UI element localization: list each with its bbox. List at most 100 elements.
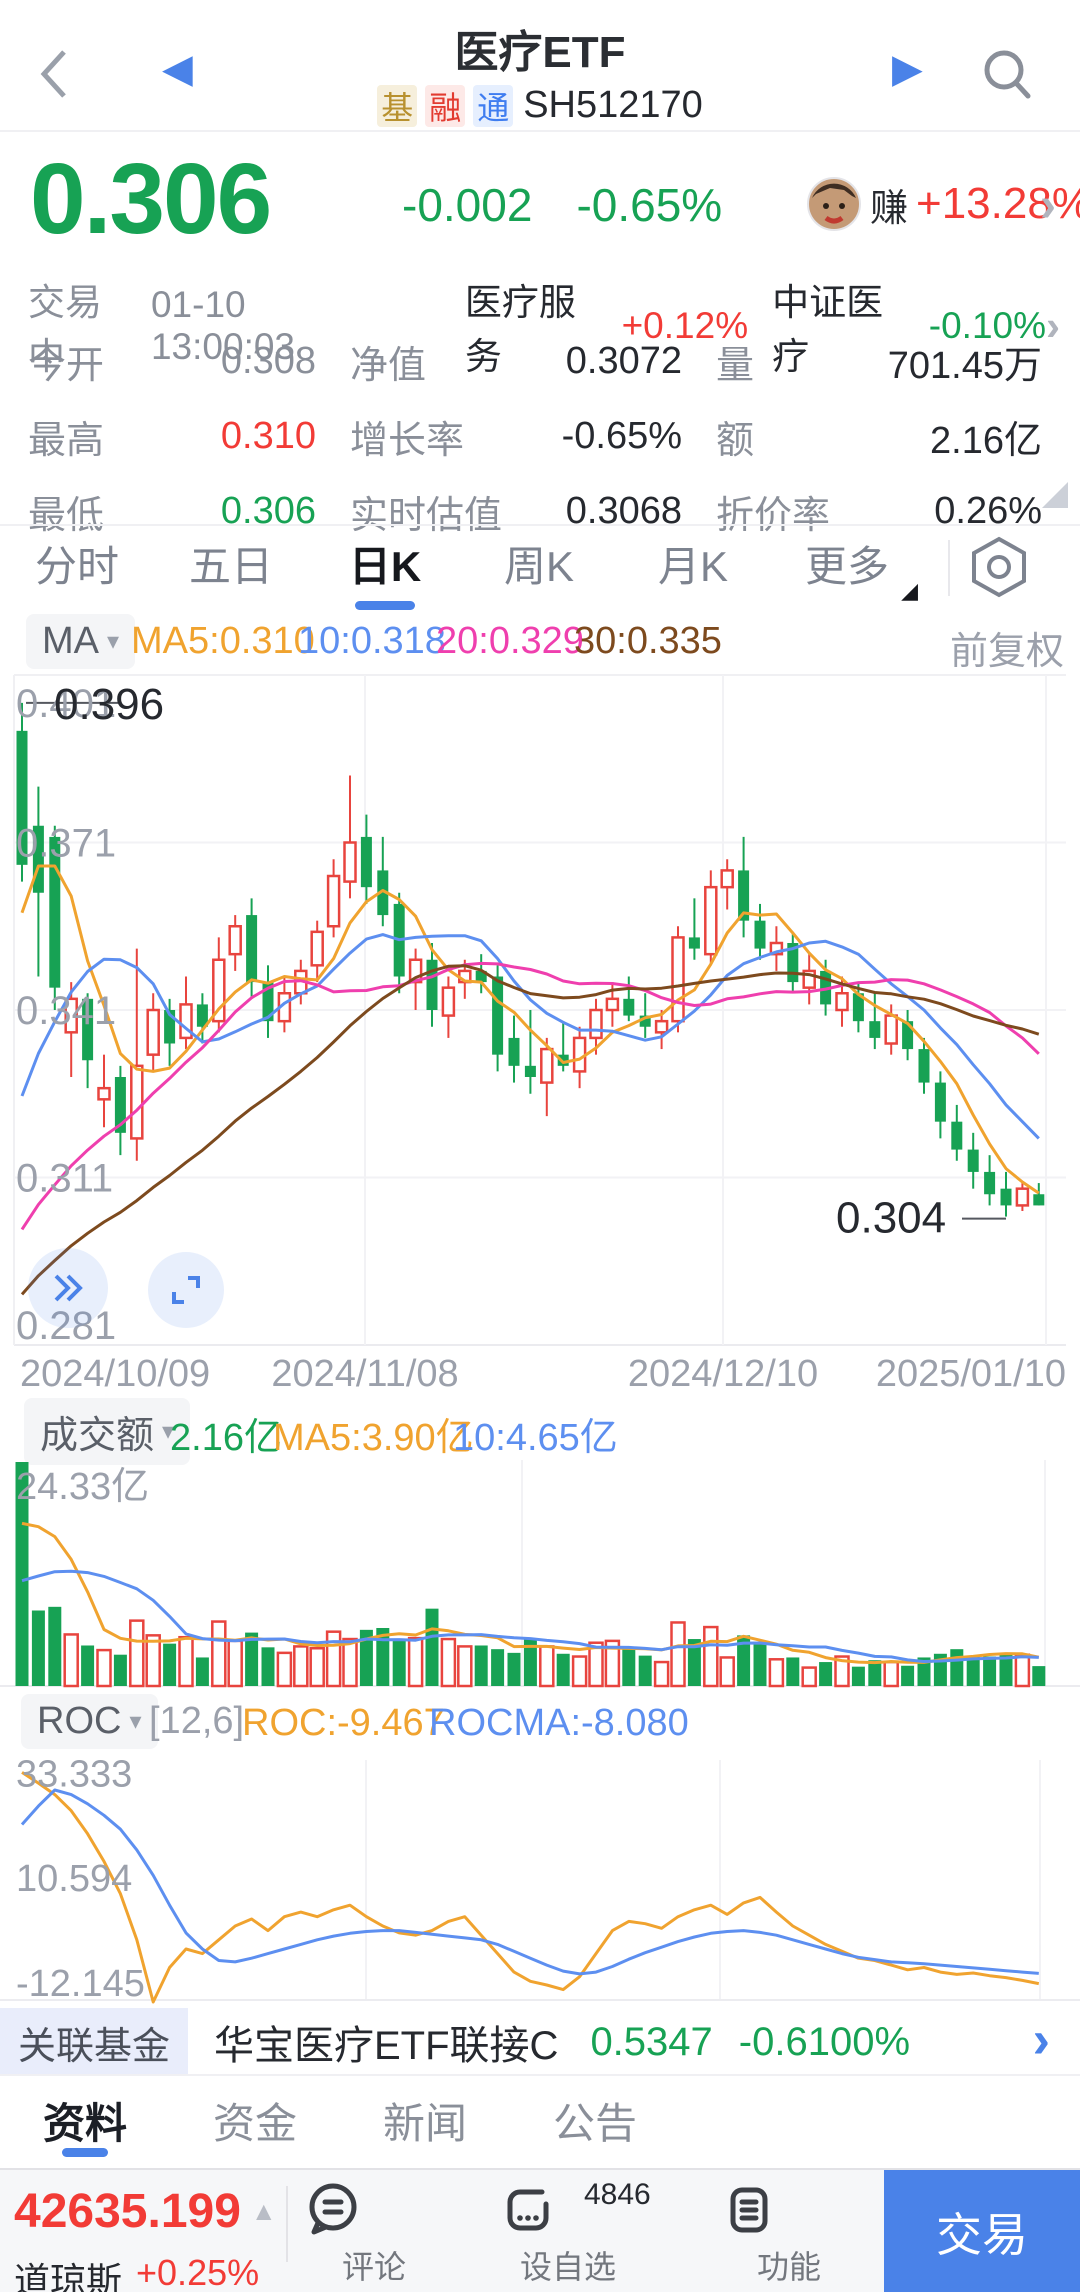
price-change: -0.002 -0.65%: [402, 178, 722, 232]
chevron-down-icon: ▾: [107, 628, 120, 655]
roc-chart[interactable]: 33.333 10.594 -12.145: [0, 1755, 1080, 2005]
more-caret-icon: ◢: [901, 578, 918, 603]
tab-五日[interactable]: 五日: [188, 543, 273, 590]
info-tab-新闻[interactable]: 新闻: [382, 2099, 467, 2147]
stat-item: 额 2.16亿: [716, 409, 1042, 464]
legend-item: 30:0.335: [574, 620, 722, 662]
linked-fund-name: 华宝医疗ETF联接C: [214, 2024, 559, 2068]
tab-indicator: [355, 601, 415, 610]
avatar: [807, 177, 861, 231]
stats-grid: 今开 0.308 净值 0.3072 量 701.45万 最高 0.310 增长率 -0.65% 额…: [28, 334, 1042, 539]
action-评论[interactable]: 评论: [304, 2180, 444, 2288]
linked-fund-chevron-icon[interactable]: ›: [1032, 2011, 1050, 2069]
linked-fund-row[interactable]: 关联基金 华宝医疗ETF联接C 0.5347 -0.6100% ›: [0, 2008, 1080, 2076]
profit-chevron-icon[interactable]: ›: [1040, 179, 1056, 232]
comment-icon: [304, 2180, 444, 2238]
linked-fund-nav: 0.5347: [590, 2019, 713, 2064]
svg-text:2024/12/10: 2024/12/10: [628, 1353, 818, 1395]
index-quote[interactable]: 42635.199 ▲: [14, 2184, 277, 2239]
svg-text:24.33亿: 24.33亿: [16, 1466, 149, 1508]
svg-text:0.396: 0.396: [54, 680, 164, 729]
prev-stock-icon[interactable]: ◀: [162, 47, 193, 91]
svg-text:0.371: 0.371: [16, 822, 116, 866]
chevron-down-icon: ▾: [129, 1708, 142, 1735]
linked-fund-label: 关联基金: [0, 2008, 188, 2076]
profit-label: 赚: [870, 187, 909, 230]
volume-chart[interactable]: 24.33亿: [0, 1455, 1080, 1690]
sector-chevron-icon[interactable]: ›: [1046, 302, 1060, 349]
trade-button[interactable]: 交易: [884, 2170, 1080, 2292]
legend-item: MA5:3.90亿: [273, 1417, 474, 1459]
back-icon[interactable]: [34, 44, 74, 104]
stat-label: 最低: [28, 495, 105, 537]
stat-item: 最高 0.310: [28, 409, 350, 464]
page-title: 医疗ETF: [454, 28, 626, 77]
linked-fund-change: -0.6100%: [738, 2019, 911, 2064]
index-name: 道琼斯: [14, 2260, 123, 2292]
stat-label: 量: [716, 345, 755, 387]
tab-更多[interactable]: 更多 ◢: [804, 543, 918, 603]
volume-legend-row: 成交额 ▾ 2.16亿 MA5:3.90亿 10:4.65亿: [0, 1398, 1080, 1465]
quote-time: 01-10 13:00:03: [150, 284, 296, 367]
expand-icon: [172, 1276, 200, 1304]
fullscreen-chart-button[interactable]: [148, 1252, 224, 1328]
tab-indicator: [62, 2148, 108, 2157]
stat-item: 量 701.45万: [716, 334, 1042, 389]
period-tab-bar: 分时 五日 日K 周K 月K 更多 ◢: [0, 528, 924, 610]
profit-value: +13.28%: [916, 179, 1080, 228]
svg-text:0.281: 0.281: [16, 1304, 116, 1348]
stat-item: 增长率 -0.65%: [350, 409, 716, 464]
svg-text:2025/01/10: 2025/01/10: [876, 1353, 1066, 1395]
stat-label: 最高: [28, 420, 105, 462]
svg-text:33.333: 33.333: [16, 1755, 132, 1795]
stat-value: -0.65%: [561, 415, 682, 457]
tab-日K[interactable]: 日K: [308, 528, 462, 610]
legend-item: MA5:0.310: [131, 620, 315, 662]
volume-indicator-chip[interactable]: 成交额 ▾: [24, 1398, 191, 1465]
tab-周K[interactable]: 周K: [503, 543, 574, 590]
info-tab-公告[interactable]: 公告: [552, 2099, 637, 2147]
info-tab-资金[interactable]: 资金: [212, 2099, 297, 2147]
action-设自选[interactable]: 4846 设自选: [498, 2178, 651, 2288]
stock-type-badge: 基: [377, 84, 418, 127]
svg-text:2024/11/08: 2024/11/08: [271, 1353, 458, 1395]
svg-text:2024/10/09: 2024/10/09: [20, 1353, 210, 1395]
bottom-toolbar: 42635.199 ▲ 道琼斯 +0.25% 评论 4846 设自选 功能 交易: [0, 2168, 1080, 2292]
holding-profit[interactable]: 赚 +13.28%: [806, 176, 1080, 232]
adjust-mode-label[interactable]: 前复权: [949, 631, 1064, 673]
ma-legend-row: MA ▾ 前复权 MA5:0.310 10:0.318 20:0.329 30:0.33…: [0, 612, 1080, 673]
sector1-name[interactable]: 医疗服务: [464, 282, 576, 377]
chart-settings-icon[interactable]: [966, 534, 1032, 600]
next-stock-icon[interactable]: ▶: [892, 47, 923, 91]
stat-value: 0.3072: [565, 340, 682, 382]
tab-月K[interactable]: 月K: [657, 543, 728, 590]
action-功能[interactable]: 功能: [719, 2180, 859, 2288]
action-label: 评论: [341, 2249, 406, 2285]
change-percent: -0.65%: [576, 179, 723, 231]
tab-分时[interactable]: 分时: [34, 543, 119, 590]
expand-period-button[interactable]: [28, 1248, 108, 1328]
stat-label: 增长率: [350, 420, 465, 462]
stock-type-badge: 通: [473, 84, 514, 127]
action-label: 设自选: [519, 2249, 616, 2285]
ma-indicator-chip[interactable]: MA ▾: [26, 614, 136, 669]
stat-value: 0.26%: [934, 490, 1042, 532]
functions-icon: [719, 2180, 859, 2238]
roc-indicator-chip[interactable]: ROC ▾: [21, 1694, 158, 1749]
double-chevron-icon: [54, 1274, 83, 1302]
info-tab-bar: 资料 资金 新闻 公告: [0, 2076, 680, 2164]
search-icon[interactable]: [978, 44, 1042, 104]
stock-type-badge: 融: [425, 84, 466, 127]
index-change: +0.25%: [136, 2252, 260, 2292]
status-row: 交易中 01-10 13:00:03 医疗服务 +0.12% 中证医疗 -0.1…: [28, 272, 1060, 380]
sector2-name[interactable]: 中证医疗: [772, 282, 884, 377]
svg-text:0.401: 0.401: [16, 682, 116, 726]
stats-expand-icon[interactable]: [1042, 482, 1068, 508]
stat-value: 0.310: [220, 415, 316, 457]
legend-item: 2.16亿: [170, 1417, 282, 1459]
info-tab-资料[interactable]: 资料: [42, 2099, 127, 2147]
roc-legend-row: ROC ▾ [12,6] ROC:-9.467 ROCMA:-8.080: [0, 1694, 1080, 1752]
stat-label: 今开: [28, 345, 105, 387]
svg-text:0.304: 0.304: [836, 1194, 946, 1243]
